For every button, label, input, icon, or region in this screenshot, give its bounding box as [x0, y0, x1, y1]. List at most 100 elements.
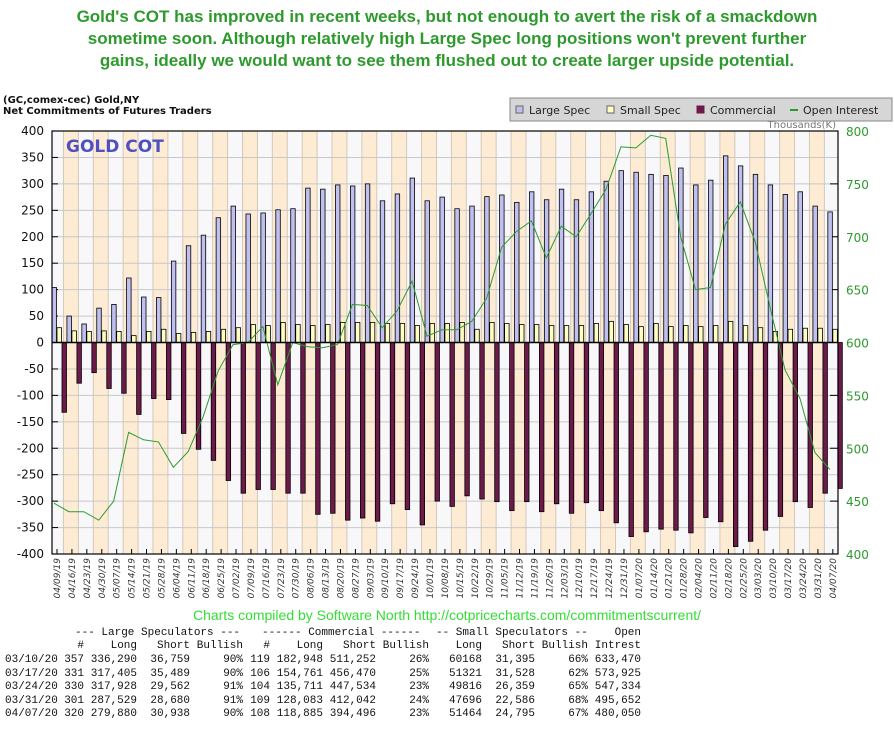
x-tick-label: 08/13/19 — [322, 558, 332, 599]
large-spec-bar — [439, 196, 445, 343]
commercial-bar — [628, 342, 634, 537]
y-tick-label: -300 — [17, 494, 44, 508]
chart-title: GOLD COT — [66, 137, 164, 157]
commercial-bar — [822, 342, 828, 494]
table-cell: 301 — [64, 694, 84, 707]
x-tick-label: 09/24/19 — [411, 558, 421, 599]
cot-table: --- Large Speculators --- ------ Commerci… — [0, 627, 894, 731]
x-tick-label: 09/10/19 — [381, 558, 391, 599]
commercial-bar — [762, 342, 769, 531]
group-header-open: Open — [614, 627, 641, 639]
column-header: Long — [455, 640, 482, 652]
table-cell: 49816 — [448, 681, 482, 693]
large-spec-bar — [424, 200, 430, 343]
x-tick-label: 07/23/19 — [277, 558, 287, 599]
small-spec-bar — [698, 326, 704, 343]
y2-tick-label: 550 — [846, 389, 869, 403]
commercial-bar — [359, 342, 366, 519]
commercial-bar — [225, 342, 232, 481]
table-cell: 633,470 — [594, 654, 641, 666]
x-tick-label: 11/26/19 — [545, 558, 555, 599]
commercial-bar — [703, 342, 709, 518]
commercial-bar — [255, 342, 261, 490]
column-header: Bullish — [382, 640, 429, 652]
y-tick-label: 400 — [21, 124, 44, 138]
x-tick-label: 08/20/19 — [336, 558, 346, 599]
column-header: Short — [156, 640, 190, 652]
table-cell: 456,470 — [329, 667, 376, 680]
small-spec-bar — [250, 324, 256, 343]
large-spec-bar — [737, 165, 744, 343]
large-spec-bar — [484, 196, 490, 343]
large-spec-bar — [678, 167, 684, 343]
table-cell: 154,761 — [276, 667, 323, 680]
commercial-bar — [91, 342, 97, 374]
large-spec-bar — [633, 171, 639, 343]
x-tick-label: 07/09/19 — [247, 558, 257, 599]
x-tick-label: 07/16/19 — [262, 558, 272, 599]
small-spec-bar — [563, 325, 570, 343]
table-cell: 511,252 — [329, 654, 376, 666]
y2-tick-label: 500 — [846, 442, 869, 456]
headline-line: Gold's COT has improved in recent weeks,… — [76, 7, 818, 26]
small-spec-bar — [131, 335, 137, 343]
commercial-bar — [180, 342, 187, 434]
row-date: 03/24/20 — [5, 681, 58, 693]
large-spec-bar — [454, 208, 460, 343]
table-cell: 36,759 — [150, 654, 190, 666]
small-spec-bar — [534, 324, 540, 343]
commercial-bar — [509, 342, 515, 512]
x-tick-label: 11/19/19 — [530, 558, 540, 599]
x-tick-label: 04/09/19 — [53, 558, 63, 599]
small-spec-bar — [802, 327, 808, 343]
x-tick-label: 12/10/19 — [575, 558, 585, 599]
large-spec-bar — [827, 211, 833, 343]
commercial-bar — [494, 342, 500, 503]
table-cell: 23% — [409, 681, 429, 693]
commercial-bar — [733, 342, 739, 547]
x-tick-label: 10/08/19 — [441, 558, 451, 599]
y2-tick-label: 400 — [846, 548, 869, 562]
table-cell: 23% — [409, 708, 429, 720]
large-spec-bar — [275, 209, 281, 343]
x-tick-label: 11/05/19 — [501, 558, 511, 599]
table-cell: 90% — [223, 708, 243, 720]
report-name: Net Commitments of Futures Traders — [3, 106, 212, 117]
small-spec-bar — [623, 324, 629, 343]
commercial-bar — [673, 342, 679, 531]
table-cell: 51321 — [448, 667, 482, 680]
y-tick-label: 300 — [21, 177, 44, 191]
y-tick-label: -200 — [17, 441, 44, 455]
x-tick-label: 10/22/19 — [471, 558, 481, 599]
commercial-bar — [539, 342, 545, 513]
group-header-small-spec: -- Small Speculators -- — [436, 627, 588, 639]
commercial-bar — [330, 342, 336, 514]
small-spec-swatch — [606, 105, 615, 114]
y-tick-label: -150 — [17, 415, 44, 429]
small-spec-bar — [205, 330, 212, 343]
commercial-bar — [151, 342, 157, 399]
cot-chart: 400350300250200150100500-50-100-150-200-… — [17, 97, 893, 599]
small-spec-bar — [190, 332, 197, 343]
commercial-bar — [613, 342, 619, 524]
x-tick-label: 12/31/19 — [620, 558, 630, 599]
table-cell: 24% — [409, 694, 429, 707]
large-spec-bar — [170, 260, 177, 343]
large-spec-bar — [708, 179, 714, 343]
commercial-bar — [76, 342, 82, 384]
table-cell: 90% — [223, 667, 243, 680]
column-header: Long — [296, 640, 323, 652]
large-spec-bar — [529, 191, 535, 343]
small-spec-bar — [504, 323, 510, 343]
small-spec-bar — [369, 322, 376, 343]
x-tick-label: 10/01/19 — [426, 558, 436, 599]
table-cell: 62% — [568, 667, 588, 680]
column-header: Bullish — [196, 640, 243, 652]
commercial-bar — [374, 342, 381, 522]
y-tick-label: 0 — [36, 336, 44, 350]
commercial-bar — [285, 342, 291, 494]
table-cell: 25% — [409, 667, 429, 680]
large-spec-bar — [514, 201, 520, 343]
large-spec-bar — [394, 193, 401, 343]
x-tick-label: 02/04/20 — [695, 558, 705, 599]
